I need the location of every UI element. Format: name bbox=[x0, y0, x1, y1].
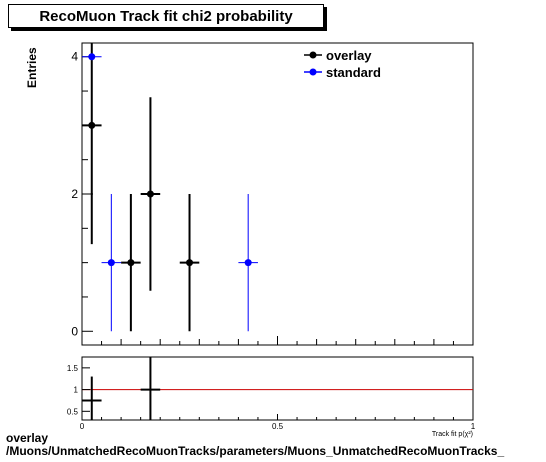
x-axis-label: Track fit p(χ²) bbox=[432, 431, 473, 438]
caption-line-1: overlay bbox=[6, 431, 49, 445]
legend-overlay-label: overlay bbox=[326, 48, 372, 63]
data-point-overlay bbox=[140, 97, 161, 291]
data-point-standard bbox=[82, 53, 102, 61]
ratio-y-tick-label: 1.5 bbox=[67, 364, 79, 373]
data-point-standard bbox=[101, 194, 122, 332]
ratio-y-tick-label: 1 bbox=[74, 386, 79, 395]
main-y-tick-label: 2 bbox=[71, 187, 78, 201]
ratio-x-tick-label: 0.5 bbox=[272, 422, 284, 431]
legend-overlay-marker bbox=[309, 51, 317, 59]
main-y-tick-label: 0 bbox=[71, 324, 78, 338]
ratio-x-tick-label: 1 bbox=[471, 422, 476, 431]
ratio-data-point bbox=[82, 376, 102, 420]
caption-line-2: /Muons/UnmatchedRecoMuonTracks/parameter… bbox=[6, 444, 505, 458]
main-y-tick-label: 4 bbox=[71, 50, 78, 64]
ratio-data-point bbox=[140, 357, 161, 420]
ratio-x-tick-label: 0 bbox=[80, 422, 85, 431]
data-point-overlay bbox=[179, 194, 200, 332]
data-point-overlay bbox=[121, 194, 141, 332]
legend-standard-marker bbox=[309, 68, 317, 76]
data-point-overlay bbox=[82, 43, 102, 245]
data-point-standard bbox=[238, 194, 258, 332]
legend-standard-label: standard bbox=[326, 65, 381, 80]
caption: overlay /Muons/UnmatchedRecoMuonTracks/p… bbox=[6, 432, 504, 458]
legend: overlay standard bbox=[304, 48, 381, 80]
ratio-y-tick-label: 0.5 bbox=[67, 407, 79, 416]
ratio-plot-frame bbox=[81, 356, 474, 421]
chart-title: RecoMuon Track fit chi2 probability bbox=[8, 4, 324, 28]
